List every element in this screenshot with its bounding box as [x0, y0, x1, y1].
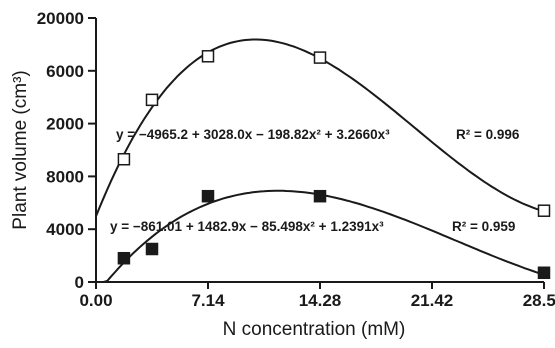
r2-filled: R² = 0.959: [452, 219, 515, 234]
x-tick-label: 7.14: [191, 291, 225, 310]
filled-square-marker: [537, 266, 551, 280]
open-square-marker: [201, 50, 215, 63]
equation-filled: y = −861.01 + 1482.9x − 85.498x² + 1.239…: [110, 219, 384, 234]
y-axis-title: Plant volume (cm³): [10, 70, 31, 229]
open-square-marker: [313, 51, 327, 64]
x-tick-label: 0.00: [79, 291, 112, 310]
y-tick-label: 4000: [46, 220, 84, 239]
filled-square-marker: [313, 189, 327, 203]
filled-square-marker: [201, 189, 215, 203]
y-tick-label: 8000: [46, 167, 84, 186]
filled-square-marker: [117, 251, 131, 265]
y-tick-label: 0: [75, 273, 84, 292]
open-square-marker: [117, 152, 131, 166]
filled-square-marker: [145, 242, 159, 256]
open-square-marker: [537, 204, 551, 217]
x-axis-title: N concentration (mM): [223, 319, 406, 340]
x-tick-label: 21.42: [411, 291, 454, 310]
x-ticks: 0.00 7.14 14.28 21.42 28.56: [79, 282, 555, 310]
x-tick-label: 28.56: [523, 291, 555, 310]
y-tick-label: 2000: [46, 115, 84, 134]
data-markers: [117, 50, 551, 280]
x-tick-label: 14.28: [299, 291, 342, 310]
equation-open: y = −4965.2 + 3028.0x − 198.82x² + 3.266…: [116, 127, 390, 142]
fit-curves: [95, 38, 545, 283]
equations: y = −4965.2 + 3028.0x − 198.82x² + 3.266…: [110, 127, 520, 234]
open-square-marker: [145, 93, 159, 107]
y-tick-label: 20000: [37, 9, 84, 28]
fit-curve-filled: [96, 189, 545, 283]
y-tick-label: 6000: [46, 62, 84, 81]
y-ticks: 0 4000 8000 2000 6000 20000: [37, 9, 96, 292]
r2-open: R² = 0.996: [456, 127, 520, 142]
